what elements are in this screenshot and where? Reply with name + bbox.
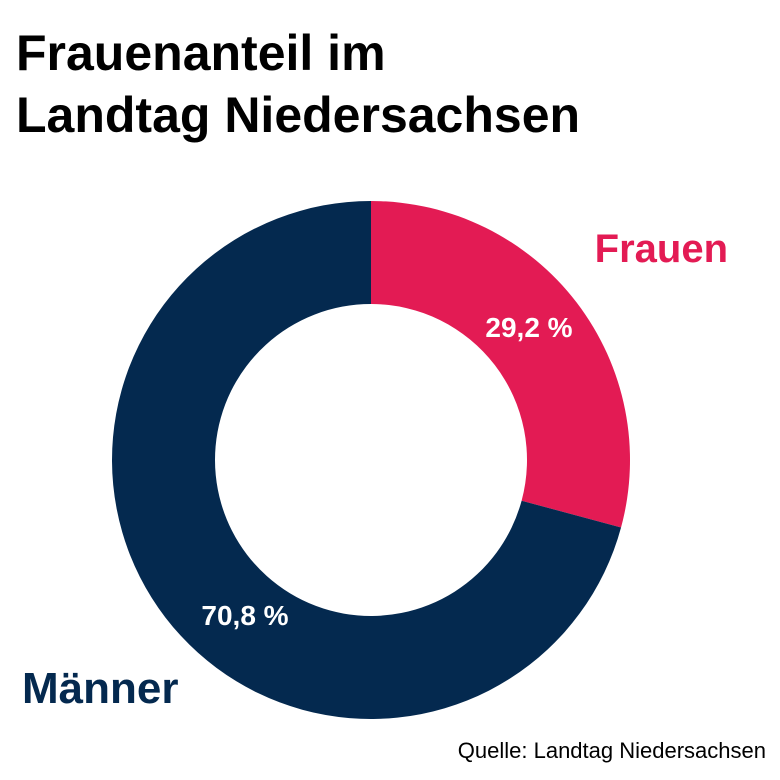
chart-title: Frauenanteil im Landtag Niedersachsen: [16, 22, 580, 146]
slice-maenner: [112, 201, 622, 719]
value-label-frauen: 29,2 %: [485, 312, 572, 343]
category-label-maenner: Männer: [22, 664, 178, 713]
chart-title-line-1: Frauenanteil im: [16, 25, 386, 81]
donut-labels: 29,2 % Frauen 70,8 % Männer: [22, 227, 728, 713]
source-note: Quelle: Landtag Niedersachsen: [457, 738, 766, 763]
donut-slices: [112, 201, 630, 719]
slice-frauen: [371, 201, 630, 528]
chart-title-line-2: Landtag Niedersachsen: [16, 87, 581, 143]
value-label-maenner: 70,8 %: [201, 600, 288, 631]
category-label-frauen: Frauen: [595, 227, 728, 271]
